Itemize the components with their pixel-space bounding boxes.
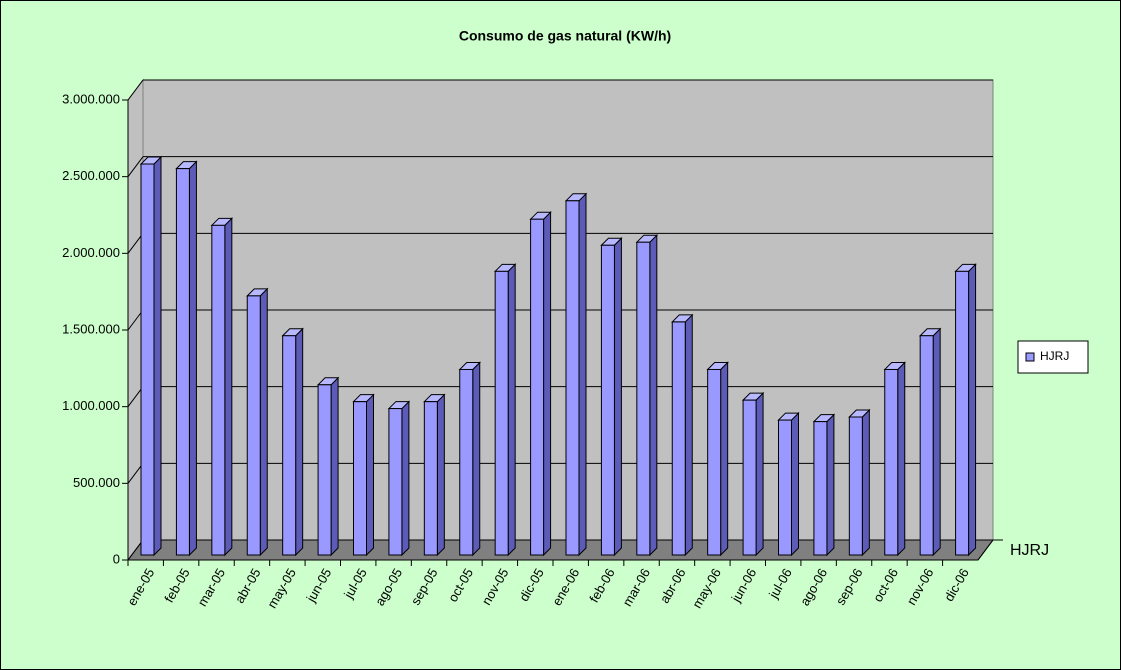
bar <box>778 419 792 556</box>
legend-swatch <box>1025 352 1035 362</box>
bar-side <box>472 361 481 557</box>
bar-side <box>826 413 835 557</box>
chart-title: Consumo de gas natural (KW/h) <box>459 28 671 44</box>
bar <box>459 368 474 556</box>
bar <box>282 335 297 556</box>
bar <box>848 416 863 556</box>
bar <box>388 408 403 556</box>
bar-side <box>295 327 304 557</box>
bar <box>919 335 934 556</box>
bar-side <box>224 217 233 557</box>
bar-side <box>543 210 552 557</box>
bar-side <box>401 400 410 557</box>
y-tick-label: 500.000 <box>73 475 120 490</box>
bar <box>813 421 828 556</box>
depth-label: HJRJ <box>1010 542 1049 559</box>
bar <box>353 401 367 556</box>
bar-side <box>507 263 516 557</box>
bar-side <box>578 192 587 557</box>
bar-side <box>188 160 197 557</box>
bar <box>707 368 722 556</box>
bar-side <box>613 237 622 557</box>
y-tick-label: 2.000.000 <box>62 245 120 260</box>
grid-line <box>127 79 144 101</box>
y-tick-label: 1.500.000 <box>62 321 120 336</box>
bar <box>140 163 155 556</box>
bar <box>671 321 686 556</box>
bar-side <box>897 361 906 557</box>
legend-label: HJRJ <box>1040 349 1069 363</box>
bar <box>530 218 545 556</box>
bar <box>494 270 509 556</box>
depth-axis <box>977 539 994 561</box>
bar-side <box>720 361 729 557</box>
bar-side <box>684 313 693 557</box>
bar <box>317 384 332 556</box>
bar-side <box>649 233 658 557</box>
bar <box>955 270 970 556</box>
bar-side <box>436 393 445 557</box>
bar-side <box>932 327 941 557</box>
y-tick-label: 1.000.000 <box>62 398 120 413</box>
bar <box>246 295 261 556</box>
bar-side <box>861 408 870 557</box>
bar-side <box>755 391 764 557</box>
y-tick-label: 0 <box>113 551 120 566</box>
bar <box>423 401 438 556</box>
bar-side <box>791 411 799 557</box>
bar <box>636 241 651 556</box>
bar-side <box>366 393 374 557</box>
bar <box>884 368 899 556</box>
bar-side <box>968 263 977 557</box>
y-tick-label: 3.000.000 <box>62 91 120 106</box>
bar <box>742 399 757 556</box>
y-tick-label: 2.500.000 <box>62 168 120 183</box>
bar <box>175 168 190 556</box>
grid-line <box>127 156 144 177</box>
bar-side <box>153 155 162 557</box>
bar <box>211 224 226 556</box>
bar <box>565 200 580 556</box>
bar-side <box>330 376 339 557</box>
bar-side <box>259 287 268 557</box>
bar <box>600 244 615 556</box>
